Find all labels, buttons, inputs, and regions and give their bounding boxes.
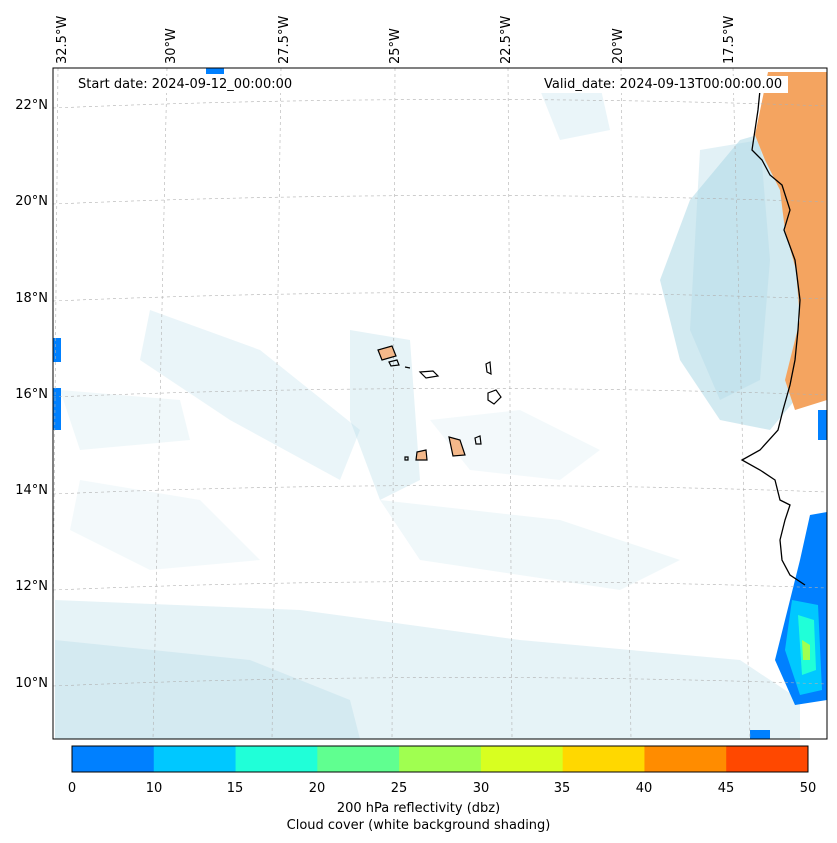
colorbar-segment [317,746,400,772]
colorbar-tick: 15 [226,781,244,796]
lon-label: 32.5°W [55,15,70,64]
lat-label: 18°N [15,291,48,306]
island-shading [378,346,465,460]
colorbar-segment [72,746,155,772]
lat-label: 12°N [15,579,48,594]
lat-label: 20°N [15,194,48,209]
lon-label: 27.5°W [277,15,292,64]
colorbar-label: 200 hPa reflectivity (dbz) [336,801,501,816]
start-date-label: Start date: 2024-09-12_00:00:00 [72,76,299,93]
colorbar-tick: 0 [67,781,77,796]
colorbar-tick: 10 [145,781,163,796]
map-frame-bg [53,68,827,739]
lon-label: 17.5°W [722,15,737,64]
colorbar-tick: 25 [390,781,408,796]
colorbar-tick: 35 [553,781,571,796]
lon-label: 20°W [611,28,626,64]
land-shading [755,72,827,410]
cape-verde-islands [377,345,502,461]
lat-label: 14°N [15,483,48,498]
map-border [52,67,828,740]
colorbar [72,746,809,772]
colorbar-segment [153,746,237,772]
colorbar-sublabel: Cloud cover (white background shading) [286,818,551,833]
graticule [53,68,827,739]
colorbar-tick: 45 [717,781,735,796]
colorbar-segment [235,746,318,772]
colorbar-border [71,745,809,773]
colorbar-tick: 40 [635,781,653,796]
reflectivity-shading [53,68,827,739]
coastline [740,89,806,586]
colorbar-tick: 30 [472,781,490,796]
colorbar-segment [399,746,482,772]
lon-label: 30°W [164,28,179,64]
colorbar-segment [726,746,809,772]
lon-label: 22.5°W [499,15,514,64]
colorbar-segment [480,746,564,772]
colorbar-tick: 20 [308,781,326,796]
lat-label: 10°N [15,676,48,691]
colorbar-segment [644,746,727,772]
colorbar-segment [562,746,645,772]
valid-date-label: Valid_date: 2024-09-13T00:00:00.00 [538,76,789,93]
lon-label: 25°W [388,28,403,64]
cloud-cover-shading [55,85,800,739]
lat-label: 16°N [15,387,48,402]
lat-label: 22°N [15,98,48,113]
colorbar-tick: 50 [799,781,817,796]
